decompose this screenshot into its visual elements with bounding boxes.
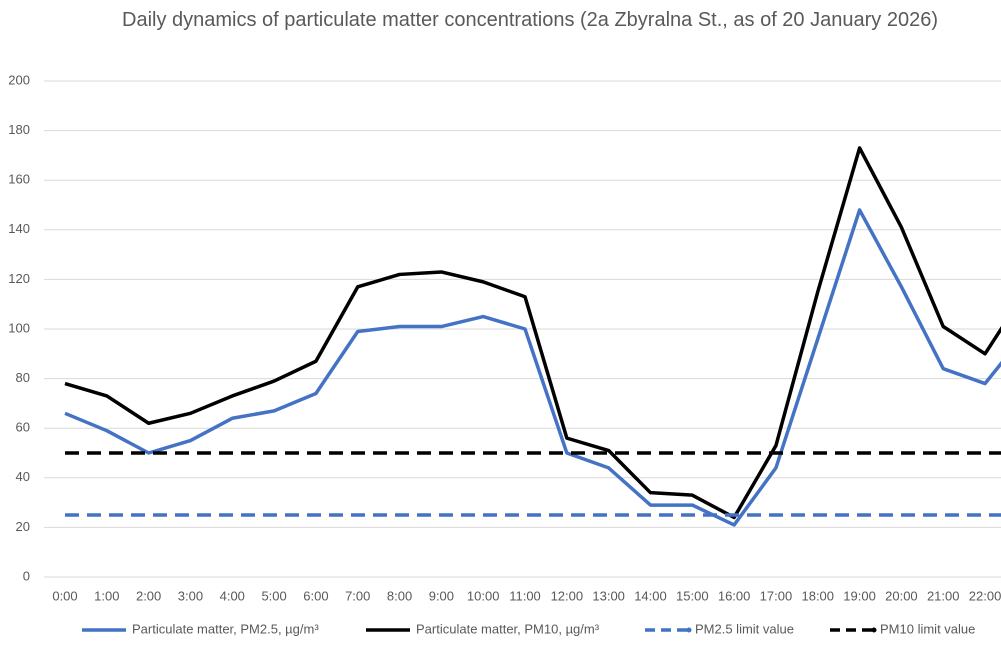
x-tick-label: 12:00 <box>551 588 584 603</box>
x-tick-label: 13:00 <box>592 588 625 603</box>
chart-title: Daily dynamics of particulate matter con… <box>122 9 938 31</box>
x-tick-label: 0:00 <box>52 588 77 603</box>
x-tick-label: 11:00 <box>509 588 541 603</box>
x-tick-label: 5:00 <box>261 588 286 603</box>
x-tick-label: 9:00 <box>429 588 454 603</box>
plot <box>64 146 1001 527</box>
x-tick-label: 8:00 <box>387 588 412 603</box>
x-tick-label: 22:00 <box>969 588 1001 603</box>
x-tick-label: 4:00 <box>220 588 245 603</box>
x-tick-label: 21:00 <box>927 588 960 603</box>
legend-label: Particulate matter, PM2.5, µg/m³ <box>132 621 319 636</box>
series-line <box>64 208 1001 527</box>
y-tick-label: 200 <box>8 72 30 87</box>
x-tick-label: 17:00 <box>760 588 793 603</box>
y-tick-label: 0 <box>23 568 30 583</box>
x-tick-label: 10:00 <box>467 588 500 603</box>
y-tick-label: 60 <box>16 420 30 435</box>
x-tick-label: 20:00 <box>885 588 918 603</box>
x-tick-label: 6:00 <box>303 588 328 603</box>
y-tick-label: 20 <box>16 519 30 534</box>
y-tick-label: 140 <box>8 221 30 236</box>
y-tick-label: 120 <box>8 271 30 286</box>
x-tick-label: 15:00 <box>676 588 709 603</box>
x-tick-label: 19:00 <box>843 588 876 603</box>
y-tick-label: 80 <box>16 370 30 385</box>
x-tick-label: 18:00 <box>801 588 834 603</box>
y-tick-label: 180 <box>8 122 30 137</box>
legend-dot <box>686 627 692 633</box>
x-tick-label: 14:00 <box>634 588 667 603</box>
x-tick-label: 1:00 <box>94 588 119 603</box>
x-tick-label: 16:00 <box>718 588 751 603</box>
x-tick-label: 3:00 <box>178 588 203 603</box>
x-tick-label: 7:00 <box>345 588 370 603</box>
y-tick-label: 160 <box>8 172 30 187</box>
legend-dot <box>871 627 877 633</box>
legend-label: Particulate matter, PM10, µg/m³ <box>416 621 600 636</box>
legend-label: PM10 limit value <box>880 621 975 636</box>
series-line <box>64 146 1001 520</box>
y-tick-label: 40 <box>16 469 30 484</box>
x-tick-label: 2:00 <box>136 588 161 603</box>
y-tick-label: 100 <box>8 320 30 335</box>
legend-label: PM2.5 limit value <box>695 621 794 636</box>
